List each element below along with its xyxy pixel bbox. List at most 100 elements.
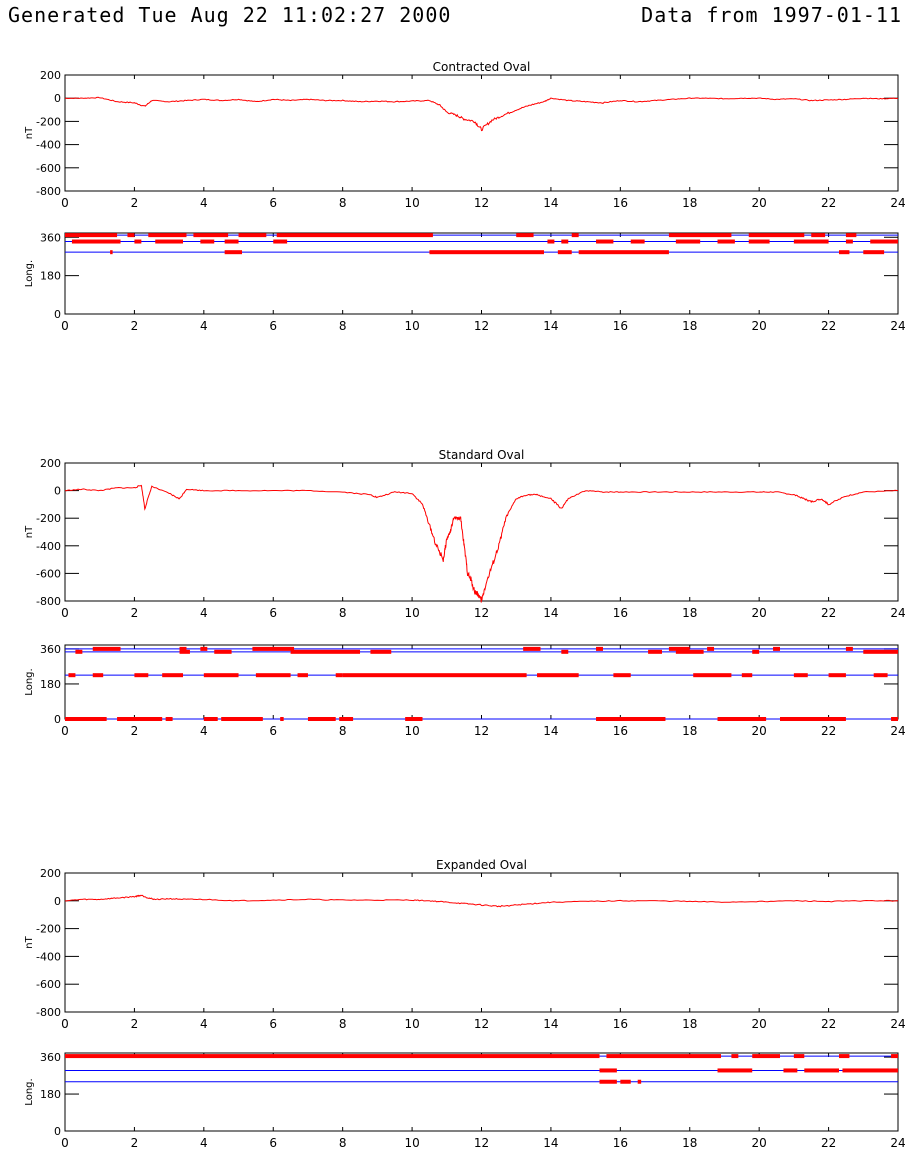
y-tick-label: -200 — [36, 115, 61, 128]
data-point-band — [405, 717, 423, 721]
x-tick-label: 22 — [821, 606, 836, 620]
data-point-band — [870, 239, 898, 244]
x-tick-label: 24 — [890, 319, 905, 333]
y-tick-label: 360 — [40, 231, 61, 244]
data-point-band — [578, 250, 669, 255]
data-point-band — [165, 717, 173, 721]
y-tick-label: 200 — [40, 867, 61, 880]
x-tick-label: 0 — [61, 1017, 69, 1031]
x-tick-label: 0 — [61, 724, 69, 738]
data-point-band — [842, 1068, 898, 1073]
data-date: Data from 1997-01-11 — [641, 3, 902, 27]
data-point-band — [200, 239, 215, 244]
y-tick-label: 180 — [40, 270, 61, 283]
x-tick-label: 10 — [404, 1136, 419, 1150]
x-tick-label: 18 — [682, 1017, 697, 1031]
y-tick-label: -200 — [36, 923, 61, 936]
data-point-band — [214, 649, 232, 654]
data-series-line — [64, 894, 899, 908]
data-point-band — [537, 673, 579, 678]
data-point-band — [596, 646, 603, 651]
x-tick-label: 16 — [613, 724, 628, 738]
x-tick-label: 2 — [131, 606, 139, 620]
x-tick-label: 6 — [269, 319, 277, 333]
data-point-band — [599, 1068, 617, 1073]
x-tick-label: 18 — [682, 724, 697, 738]
y-tick-label: 200 — [40, 69, 61, 82]
data-point-band — [297, 673, 308, 678]
data-point-band — [811, 233, 826, 238]
data-point-band — [179, 649, 190, 654]
plot-frame — [64, 462, 899, 602]
x-tick-label: 24 — [890, 1017, 905, 1031]
data-point-band — [561, 649, 569, 654]
x-tick-label: 12 — [474, 196, 489, 210]
data-point-band — [731, 1054, 739, 1059]
data-point-band — [845, 239, 853, 244]
data-point-band — [307, 717, 336, 721]
x-tick-label: 10 — [404, 319, 419, 333]
plot-frame — [64, 872, 899, 1013]
x-tick-label: 4 — [200, 724, 208, 738]
x-tick-label: 4 — [200, 319, 208, 333]
y-tick-label: 0 — [54, 1125, 61, 1138]
x-tick-label: 8 — [339, 196, 347, 210]
x-tick-label: 8 — [339, 1136, 347, 1150]
x-tick-label: 20 — [752, 196, 767, 210]
data-point-band — [203, 673, 239, 678]
x-tick-label: 14 — [543, 319, 558, 333]
data-point-band — [863, 250, 885, 255]
x-tick-label: 6 — [269, 1017, 277, 1031]
x-tick-label: 16 — [613, 1136, 628, 1150]
data-point-band — [92, 646, 121, 651]
data-point-band — [280, 717, 284, 721]
plot-frame — [64, 644, 899, 720]
data-point-band — [193, 233, 229, 238]
x-tick-label: 14 — [543, 196, 558, 210]
data-point-band — [134, 239, 142, 244]
data-point-band — [523, 646, 541, 651]
data-point-band — [804, 1068, 839, 1073]
x-tick-label: 20 — [752, 606, 767, 620]
data-point-band — [273, 239, 288, 244]
y-tick-label: -600 — [36, 978, 61, 991]
data-point-band — [793, 673, 808, 678]
y-axis-label: Long. — [24, 260, 35, 287]
x-tick-label: 18 — [682, 1136, 697, 1150]
data-point-band — [200, 646, 208, 651]
data-point-band — [752, 649, 760, 654]
x-tick-label: 12 — [474, 1017, 489, 1031]
x-tick-label: 16 — [613, 319, 628, 333]
x-tick-label: 18 — [682, 606, 697, 620]
data-point-band — [290, 649, 361, 654]
x-tick-label: 12 — [474, 1136, 489, 1150]
data-point-band — [863, 649, 898, 654]
x-tick-label: 24 — [890, 1136, 905, 1150]
data-point-band — [110, 250, 113, 255]
data-point-band — [783, 1068, 798, 1073]
data-point-band — [637, 1079, 642, 1084]
data-point-band — [648, 649, 662, 654]
chart-title: Standard Oval — [439, 448, 525, 462]
data-point-band — [596, 717, 666, 721]
y-axis-label: nT — [24, 525, 35, 538]
y-tick-label: 0 — [54, 713, 61, 726]
data-point-band — [613, 673, 631, 678]
data-point-band — [127, 233, 135, 238]
y-tick-label: 0 — [54, 485, 61, 498]
y-tick-label: 0 — [54, 308, 61, 321]
y-tick-label: 360 — [40, 1051, 61, 1064]
x-tick-label: 6 — [269, 606, 277, 620]
data-point-band — [557, 250, 572, 255]
data-point-band — [675, 649, 704, 654]
data-point-band — [773, 646, 780, 651]
data-point-band — [342, 673, 527, 678]
data-series-line — [64, 484, 899, 603]
x-tick-label: 8 — [339, 606, 347, 620]
x-tick-label: 2 — [131, 724, 139, 738]
x-tick-label: 4 — [200, 1136, 208, 1150]
data-point-band — [845, 646, 853, 651]
data-point-band — [748, 239, 770, 244]
